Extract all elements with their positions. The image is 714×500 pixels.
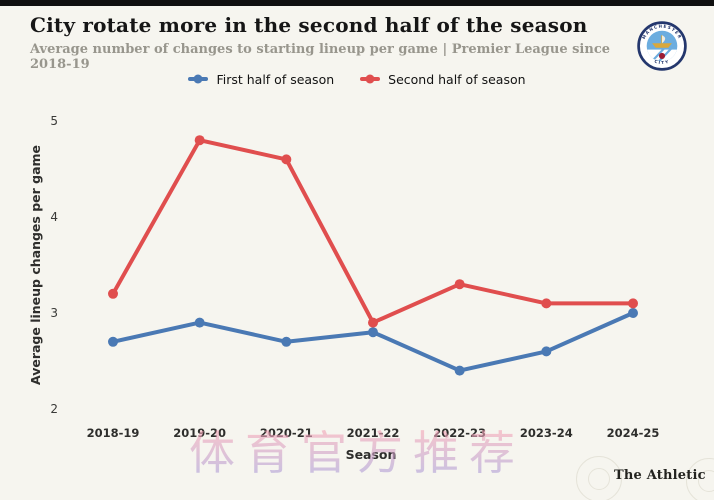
legend-marker-red-icon [360,77,381,81]
data-point [454,365,465,376]
legend-item-second-half: Second half of season [360,71,526,87]
data-point [368,327,378,338]
y-tick-label: 3 [50,306,58,320]
x-tick-label: 2022-23 [433,426,486,440]
series-line [111,138,635,325]
x-tick-label: 2019-20 [173,426,226,440]
data-point [108,288,118,299]
soccer-ball-watermark-icon [576,456,622,500]
y-tick-label: 2 [50,402,58,416]
x-tick-label: 2018-19 [87,426,140,440]
x-axis-title: Season [346,447,397,462]
data-point [281,336,292,347]
page-subtitle: Average number of changes to starting li… [30,42,611,72]
legend-label: Second half of season [388,71,526,87]
page-title: City rotate more in the second half of t… [30,13,588,37]
data-point [628,308,638,318]
soccer-ball-watermark-icon [686,458,714,500]
crest-inner-art [646,35,678,62]
legend-marker-blue-icon [188,77,209,81]
legend-item-first-half: First half of season [188,72,334,87]
the-athletic-logo: The Athletic [614,468,706,483]
manchester-city-crest-icon: MANCHESTER CITY [637,21,687,71]
y-tick-label: 5 [50,114,58,128]
data-point [194,317,205,328]
x-tick-label: 2021-22 [347,426,400,440]
data-point [194,135,205,146]
data-point [541,346,552,357]
data-point [541,298,552,309]
svg-text:CITY: CITY [654,59,670,66]
top-accent-bar [0,0,714,6]
chart-legend: First half of season Second half of seas… [0,70,714,88]
x-tick-label: 2023-24 [520,426,573,440]
x-tick-label: 2024-25 [607,426,660,440]
y-tick-label: 4 [50,210,58,224]
data-point [281,154,292,165]
data-point [628,298,638,309]
data-point [368,317,378,328]
y-axis-title: Average lineup changes per game [28,145,43,385]
data-point [108,336,118,347]
x-tick-label: 2020-21 [260,426,313,440]
legend-label: First half of season [216,71,335,87]
crest-bottom-text: CITY [654,59,669,66]
data-point [454,279,465,290]
